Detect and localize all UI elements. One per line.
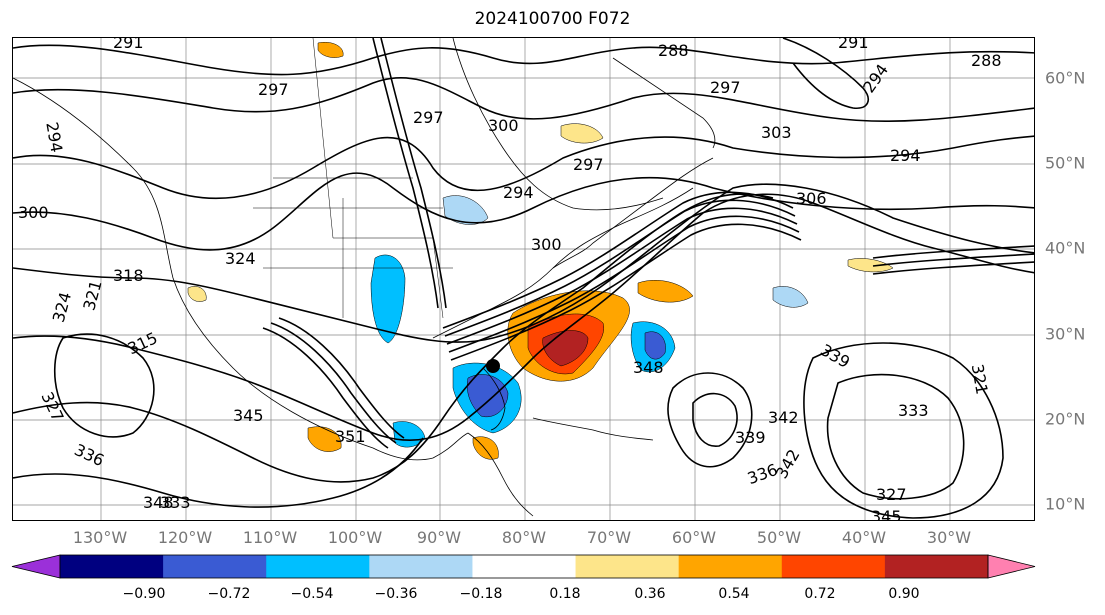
colorbar-tick-label: 0.90 (888, 586, 920, 602)
contour-lines (13, 38, 1034, 519)
warm-anomaly-east (637, 280, 694, 303)
lon-label: 120°W (157, 528, 213, 547)
colorbar-tick-label: −0.72 (207, 586, 251, 602)
contour-label: 342 (768, 408, 799, 427)
colorbar-tick-label: 0.72 (804, 586, 836, 602)
contour-label: 288 (971, 51, 1002, 70)
contour-label: 291 (838, 38, 869, 52)
colorbar-tick-label: 0.54 (718, 586, 750, 602)
lon-label: 40°W (841, 528, 887, 547)
contour-label: 336 (71, 440, 107, 470)
lat-label: 20°N (1045, 409, 1086, 429)
colorbar-segment (781, 555, 886, 578)
jet-contour-bundle (262, 38, 1034, 449)
lon-label: 30°W (926, 528, 972, 547)
contour-label: 288 (658, 41, 689, 60)
colorbar-segment (884, 555, 989, 578)
lon-label: 110°W (242, 528, 298, 547)
contour-label: 348 (633, 358, 664, 377)
lon-label: 100°W (327, 528, 383, 547)
colorbar-tick-label: 0.18 (549, 586, 581, 602)
state-borders (253, 38, 453, 319)
colorbar-segment (60, 555, 164, 578)
colorbar-tick-label: 0.36 (634, 586, 666, 602)
coastlines (13, 38, 716, 517)
cold-anomaly-plains (370, 254, 406, 344)
contour-label: 333 (160, 493, 191, 512)
contour-label: 339 (817, 340, 853, 372)
contour-label: 297 (258, 80, 289, 99)
lat-label: 30°N (1045, 324, 1086, 344)
warm-anomaly-sw (187, 286, 207, 302)
contour-label: 351 (335, 427, 366, 446)
contour-label: 324 (225, 249, 256, 268)
colorbar-extend-low (11, 554, 61, 579)
colorbar-segment (678, 555, 783, 578)
lon-label: 80°W (501, 528, 547, 547)
lon-label: 60°W (671, 528, 717, 547)
contour-label: 294 (859, 60, 892, 96)
colorbar-extend-high (987, 554, 1036, 579)
contour-label: 345 (871, 507, 902, 521)
cold-anomaly-mexico (392, 421, 426, 448)
lon-label: 90°W (416, 528, 462, 547)
cold-anomaly-east (772, 286, 809, 308)
colorbar-segment (472, 555, 577, 578)
warm-anomaly-north (560, 123, 604, 144)
contour-label: 297 (710, 78, 741, 97)
contour-label: 306 (796, 189, 827, 208)
contour-label: 294 (890, 146, 921, 165)
contour-label: 294 (503, 183, 534, 202)
contour-label: 318 (113, 266, 144, 285)
colorbar-border (59, 554, 989, 579)
contour-label: 333 (898, 401, 929, 420)
contour-label: 321 (79, 278, 105, 312)
contour-label: 303 (761, 123, 792, 142)
cold-anomaly-atlantic-core (644, 331, 666, 360)
contour-label: 339 (735, 428, 766, 447)
map-title: 2024100700 F072 (474, 9, 631, 29)
colorbar-segment (266, 555, 370, 578)
contour-label: 324 (49, 290, 75, 324)
colorbar-tick-label: −0.18 (459, 586, 503, 602)
warm-anomaly-atlantic (847, 258, 894, 273)
contour-label: 294 (42, 121, 66, 154)
lat-label: 10°N (1045, 494, 1086, 514)
colorbar-segment (575, 555, 680, 578)
contour-label: 291 (113, 38, 144, 52)
contour-label: 348 (143, 493, 174, 512)
map-canvas: 291 297 294 297 300 288 297 291 294 288 … (13, 38, 1034, 521)
lon-label: 130°W (72, 528, 128, 547)
contour-label: 297 (413, 108, 444, 127)
lon-label: 50°W (756, 528, 802, 547)
colorbar-tick-label: −0.54 (290, 586, 334, 602)
lat-label: 40°N (1045, 238, 1086, 258)
contour-label: 321 (968, 363, 992, 396)
contour-label: 297 (573, 155, 604, 174)
colorbar-segment (163, 555, 267, 578)
warm-anomaly-nw (317, 42, 344, 58)
lat-label: 50°N (1045, 153, 1086, 173)
contour-label: 300 (488, 116, 519, 135)
map-panel: 291 297 294 297 300 288 297 291 294 288 … (12, 37, 1035, 521)
colorbar-segment (369, 555, 473, 578)
colorbar (11, 554, 1036, 579)
cold-anomaly-lakes (442, 195, 489, 225)
colorbar-tick-label: −0.36 (374, 586, 418, 602)
colorbar-tick-label: −0.90 (122, 586, 166, 602)
contour-label: 300 (18, 203, 49, 222)
contour-label: 345 (233, 406, 264, 425)
cold-anomaly-gulf-core (467, 374, 509, 418)
contour-label: 300 (531, 235, 562, 254)
contour-label: 327 (876, 485, 907, 504)
lat-label: 60°N (1045, 68, 1086, 88)
storm-center-marker (486, 359, 500, 373)
colorbar-segments (11, 554, 1036, 579)
warm-anomaly-caribbean (307, 426, 342, 452)
lon-label: 70°W (586, 528, 632, 547)
